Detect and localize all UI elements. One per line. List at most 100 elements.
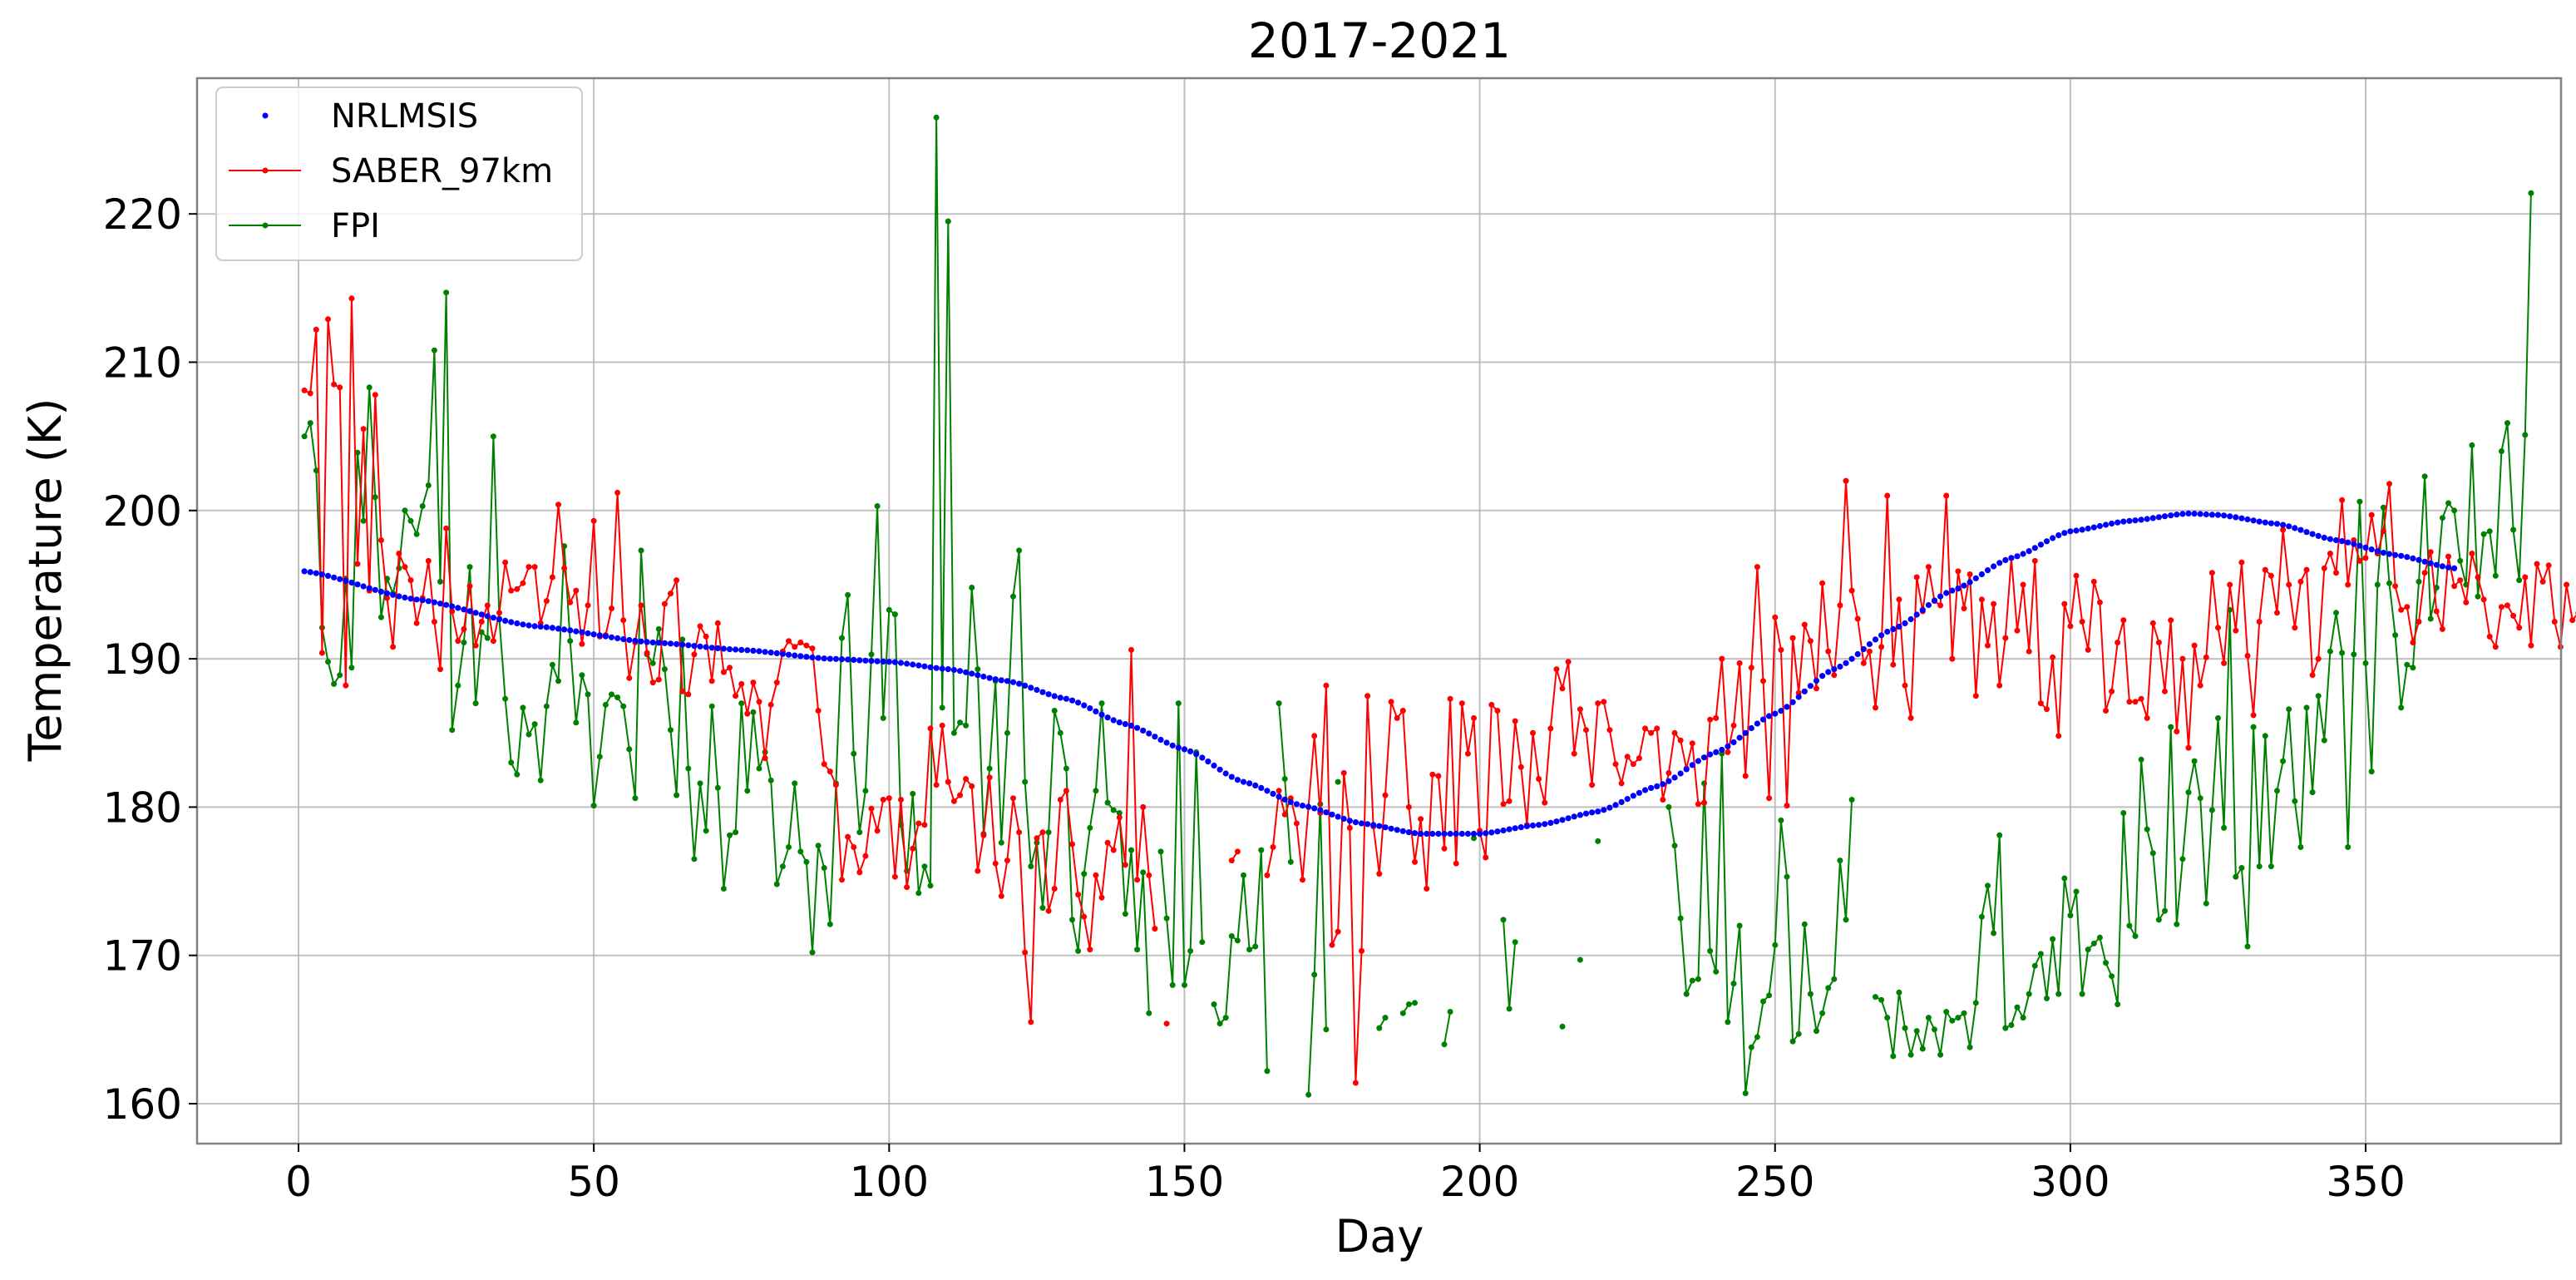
- nrlmsis-point: [1382, 824, 1389, 831]
- fpi-point: [620, 703, 627, 709]
- nrlmsis-point: [2149, 515, 2156, 521]
- saber-point: [674, 577, 680, 584]
- saber-point: [1719, 655, 1725, 662]
- saber-point: [2221, 660, 2228, 666]
- saber-point: [2522, 574, 2529, 581]
- fpi-point: [313, 467, 319, 474]
- legend-box: [215, 86, 583, 261]
- saber-point: [1666, 769, 1672, 776]
- nrlmsis-point: [2262, 519, 2268, 526]
- fpi-point: [2138, 756, 2144, 763]
- legend-item-nrlmsis: NRLMSIS: [262, 97, 478, 136]
- nrlmsis-point: [1175, 744, 1182, 751]
- saber-point: [2315, 655, 2322, 662]
- nrlmsis-point: [2055, 532, 2062, 539]
- saber-point: [2564, 581, 2570, 588]
- fpi-point: [1016, 547, 1023, 554]
- fpi-point: [2362, 660, 2369, 666]
- nrlmsis-point: [1264, 788, 1271, 794]
- nrlmsis-point: [685, 642, 692, 649]
- nrlmsis-point: [1057, 694, 1063, 701]
- saber-point: [1542, 799, 1548, 806]
- fpi-point: [1182, 981, 1187, 988]
- saber-point: [1340, 769, 1347, 776]
- fpi-point: [1742, 1090, 1749, 1096]
- saber-point: [2345, 581, 2351, 588]
- saber-point: [1098, 894, 1105, 901]
- saber-point: [1807, 638, 1814, 645]
- nrlmsis-point: [2191, 511, 2198, 517]
- nrlmsis-point: [437, 600, 444, 607]
- saber-point: [1795, 689, 1802, 696]
- fpi-point: [986, 765, 993, 772]
- series-fpi: [301, 114, 2534, 1098]
- fpi-point: [1506, 1006, 1513, 1012]
- nrlmsis-point: [1405, 829, 1412, 836]
- nrlmsis-point: [1453, 830, 1459, 838]
- saber-point: [2115, 640, 2121, 645]
- nrlmsis-point: [2345, 539, 2351, 546]
- saber-point: [1228, 857, 1235, 864]
- nrlmsis-point: [1606, 804, 1613, 811]
- saber-point: [1913, 574, 1920, 581]
- fpi-point: [1955, 1015, 1962, 1021]
- nrlmsis-point: [1589, 809, 1596, 816]
- fpi-point: [1069, 917, 1075, 923]
- saber-point: [1547, 725, 1554, 732]
- saber-point: [851, 844, 857, 850]
- saber-point: [644, 650, 650, 656]
- nrlmsis-point: [1464, 830, 1471, 838]
- fpi-point: [466, 564, 473, 571]
- saber-point: [1618, 780, 1625, 787]
- saber-point: [2303, 566, 2310, 573]
- saber-point: [1559, 685, 1566, 692]
- nrlmsis-point: [372, 586, 378, 593]
- saber-point: [1270, 844, 1276, 850]
- fpi-point: [520, 704, 526, 711]
- chart-title: 2017-2021: [1248, 12, 1511, 69]
- saber-point: [1742, 773, 1749, 779]
- saber-point: [443, 525, 450, 531]
- nrlmsis-point: [2120, 518, 2127, 525]
- saber-point: [1010, 795, 1016, 802]
- fpi-point: [1134, 946, 1141, 953]
- saber-point: [1967, 571, 1973, 577]
- saber-point: [1996, 682, 2003, 689]
- fpi-point: [1873, 994, 1878, 1001]
- fpi-point: [2120, 810, 2127, 816]
- nrlmsis-point: [2090, 524, 2097, 531]
- saber-point: [1873, 704, 1878, 711]
- saber-point: [1784, 803, 1790, 809]
- nrlmsis-point: [2155, 514, 2162, 521]
- fpi-point: [1399, 1010, 1406, 1016]
- saber-point: [1359, 947, 1364, 954]
- saber-point: [585, 602, 591, 609]
- fpi-point: [2014, 1004, 2021, 1011]
- nrlmsis-point: [779, 650, 787, 657]
- saber-point: [2421, 570, 2428, 576]
- saber-point: [431, 619, 437, 625]
- nrlmsis-point: [1216, 766, 1223, 773]
- fpi-point: [1039, 905, 1046, 912]
- nrlmsis-point: [2416, 556, 2422, 563]
- nrlmsis-point: [969, 670, 975, 677]
- nrlmsis-point: [851, 656, 857, 664]
- saber-point: [2504, 602, 2510, 609]
- saber-point: [744, 710, 751, 717]
- nrlmsis-point: [1187, 748, 1194, 755]
- nrlmsis-point: [1677, 770, 1684, 777]
- saber-point: [2132, 699, 2139, 705]
- saber-point: [1464, 750, 1471, 757]
- saber-point: [2498, 604, 2504, 610]
- saber-point: [2309, 672, 2316, 679]
- fpi-point: [845, 591, 851, 598]
- fpi-point: [1500, 917, 1507, 923]
- saber-point: [2545, 562, 2552, 569]
- fpi-point: [1010, 593, 1016, 600]
- fpi-point: [1241, 872, 1246, 878]
- saber-point: [455, 638, 461, 645]
- saber-point: [1394, 714, 1400, 721]
- nrlmsis-point: [2020, 551, 2026, 557]
- saber-point: [1382, 792, 1389, 798]
- nrlmsis-point: [797, 653, 804, 660]
